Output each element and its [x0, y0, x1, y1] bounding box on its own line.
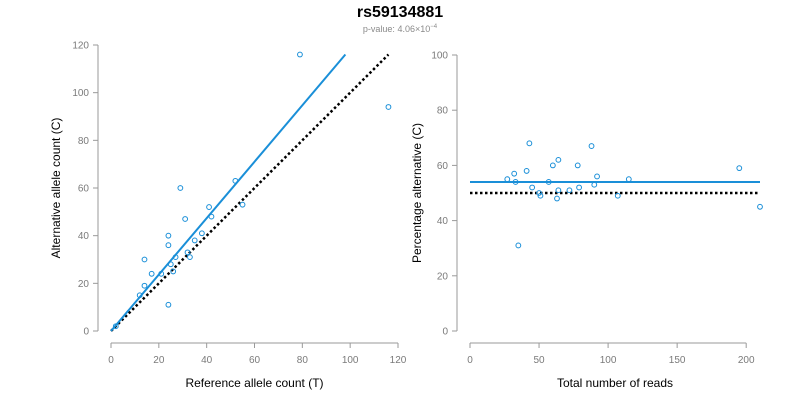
- percentage-panel: 0 50 100 150 200 Total number of reads 0 20 40 60…: [410, 51, 763, 390]
- y-axis-label: Alternative allele count (C): [49, 118, 63, 259]
- data-point: [165, 242, 172, 249]
- data-point: [529, 184, 536, 191]
- x-tick-label: 40: [201, 355, 213, 366]
- y-tick-label: 100: [431, 51, 448, 62]
- y-tick-label: 60: [78, 184, 90, 195]
- p-value-times: ×10: [414, 24, 431, 34]
- reference-line: [110, 53, 390, 332]
- data-point: [588, 143, 595, 149]
- data-point: [625, 176, 632, 183]
- data-point: [170, 268, 177, 275]
- data-point: [549, 162, 556, 169]
- data-point: [208, 213, 215, 220]
- p-value-mantissa: 4.06: [397, 24, 415, 34]
- y-tick-label: 20: [437, 271, 449, 282]
- data-point: [165, 232, 172, 239]
- x-tick-label: 150: [669, 355, 686, 366]
- data-point: [515, 242, 522, 249]
- data-point: [239, 201, 246, 208]
- data-point: [297, 51, 303, 58]
- data-point: [574, 162, 581, 169]
- data-point: [112, 323, 119, 330]
- data-point: [504, 176, 511, 183]
- y-tick-label: 80: [437, 106, 449, 117]
- fit-line: [110, 53, 347, 332]
- data-point: [158, 270, 165, 277]
- data-point: [511, 170, 518, 177]
- data-point: [141, 256, 148, 263]
- x-tick-label: 100: [342, 355, 359, 366]
- data-point: [554, 195, 560, 202]
- data-point: [523, 168, 530, 174]
- y-tick-label: 0: [83, 327, 89, 338]
- data-point: [232, 177, 239, 184]
- data-point: [512, 179, 519, 185]
- data-point: [198, 230, 205, 237]
- x-tick-label: 0: [108, 355, 114, 366]
- x-tick-label: 120: [390, 355, 407, 366]
- x-axis-label: Total number of reads: [557, 376, 673, 390]
- data-point: [614, 192, 621, 199]
- data-point: [177, 185, 184, 191]
- y-tick-label: 20: [78, 279, 90, 290]
- x-tick-label: 0: [467, 355, 473, 366]
- data-point: [526, 140, 533, 147]
- data-point: [165, 301, 172, 308]
- x-tick-label: 100: [600, 355, 617, 366]
- x-tick-label: 60: [249, 355, 261, 366]
- data-point: [591, 181, 598, 188]
- data-point: [566, 187, 573, 194]
- p-value-exponent: −4: [430, 24, 438, 30]
- data-point: [206, 204, 212, 210]
- y-axis-label: Percentage alternative (C): [410, 123, 424, 263]
- data-point: [184, 249, 191, 256]
- x-axis-label: Reference allele count (T): [185, 376, 323, 390]
- y-tick-label: 0: [442, 327, 448, 338]
- chart-title: rs59134881: [356, 4, 444, 21]
- data-point: [594, 173, 600, 180]
- y-tick-label: 60: [437, 161, 449, 172]
- y-tick-label: 40: [78, 231, 90, 242]
- x-tick-label: 80: [297, 355, 309, 366]
- y-tick-label: 100: [72, 88, 89, 99]
- data-point: [576, 184, 582, 191]
- allele-count-panel: 0 20 40 60 80 100 120 Reference allele count (T…: [49, 41, 407, 391]
- data-point: [757, 203, 763, 210]
- x-tick-label: 50: [533, 355, 545, 366]
- data-point: [141, 282, 148, 289]
- data-point: [385, 104, 392, 110]
- data-point: [172, 254, 179, 261]
- data-point: [555, 156, 562, 163]
- p-value-label: p-value: 4.06×10−4: [0, 24, 800, 34]
- data-point: [537, 192, 544, 199]
- data-point: [736, 165, 743, 172]
- data-point: [187, 254, 193, 261]
- data-point: [167, 261, 174, 268]
- x-tick-label: 20: [153, 355, 165, 366]
- data-point: [148, 270, 155, 277]
- data-point: [136, 292, 143, 299]
- data-point: [555, 187, 562, 194]
- data-point: [182, 216, 189, 222]
- data-point: [191, 237, 198, 244]
- y-tick-label: 40: [437, 216, 449, 227]
- data-point: [536, 190, 542, 196]
- data-point: [545, 179, 552, 185]
- y-tick-label: 120: [72, 41, 89, 52]
- p-value-prefix: p-value:: [362, 24, 395, 34]
- x-tick-label: 200: [738, 355, 755, 366]
- y-tick-label: 80: [78, 136, 90, 147]
